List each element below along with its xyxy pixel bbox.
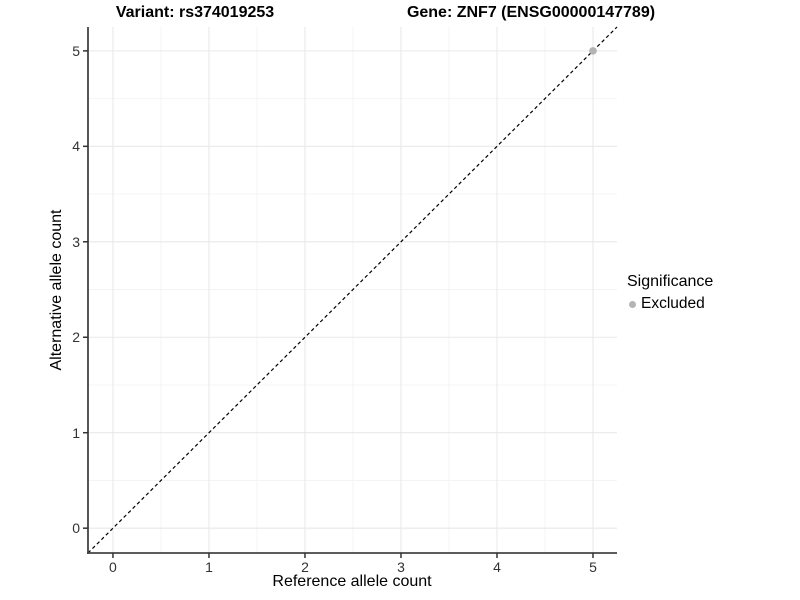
x-axis-title: Reference allele count (272, 573, 432, 590)
x-tick-label: 3 (397, 559, 405, 575)
x-tick-label: 5 (589, 559, 597, 575)
y-tick-label: 2 (72, 329, 80, 346)
data-point-excluded (589, 47, 597, 55)
variant-title: Variant: rs374019253 (115, 4, 275, 21)
x-tick-label: 1 (205, 559, 213, 575)
y-axis-title: Alternative allele count (48, 209, 65, 371)
y-tick-label: 1 (72, 424, 80, 441)
x-tick-label: 4 (493, 559, 501, 575)
legend-item-label: Excluded (641, 295, 705, 312)
gene-title: Gene: ZNF7 (ENSG00000147789) (406, 4, 656, 21)
x-tick-label: 2 (301, 559, 309, 575)
y-tick-label: 3 (72, 233, 80, 250)
legend-item-excluded: Excluded (627, 295, 713, 313)
excluded-point-icon (629, 300, 636, 308)
x-tick-label: 0 (109, 559, 117, 575)
identity-reference-line (87, 26, 618, 554)
y-tick-label: 4 (72, 138, 80, 155)
y-tick-label: 0 (72, 520, 80, 537)
legend: Significance Excluded (627, 273, 713, 313)
y-tick-label: 5 (72, 42, 80, 59)
legend-title: Significance (627, 273, 714, 290)
